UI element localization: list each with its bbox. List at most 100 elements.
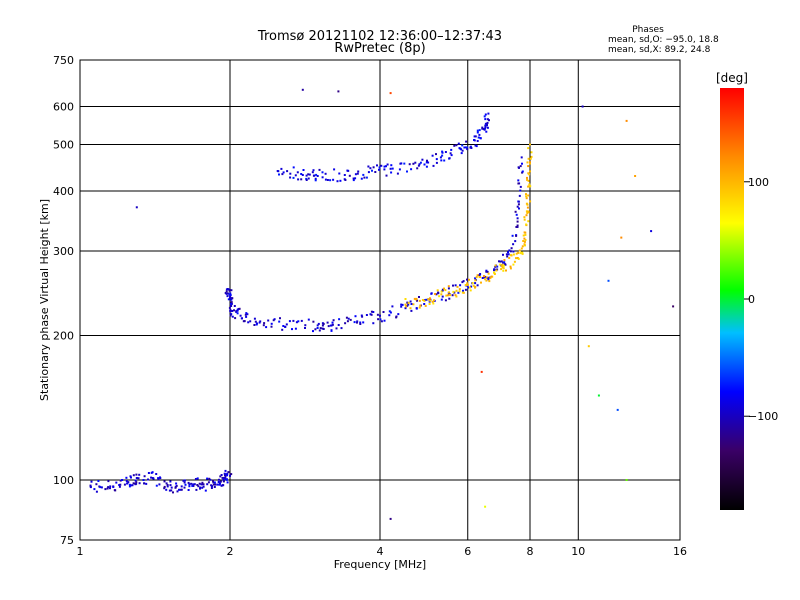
trace-point bbox=[324, 178, 327, 181]
trace-point bbox=[472, 284, 475, 287]
trace-point bbox=[314, 328, 317, 331]
trace-point bbox=[506, 255, 509, 258]
trace-point bbox=[487, 278, 490, 281]
trace-point bbox=[418, 299, 421, 302]
trace-point bbox=[135, 477, 138, 479]
trace-point bbox=[372, 166, 375, 169]
trace-point bbox=[408, 163, 411, 166]
trace-point bbox=[526, 176, 528, 179]
trace-point bbox=[480, 281, 482, 284]
trace-point bbox=[142, 479, 145, 481]
trace-point bbox=[447, 291, 450, 294]
trace-point bbox=[523, 237, 526, 240]
trace-point bbox=[502, 264, 505, 267]
trace-point bbox=[327, 325, 330, 328]
trace-point bbox=[166, 485, 169, 488]
trace-point bbox=[523, 218, 526, 221]
trace-point bbox=[521, 170, 524, 173]
trace-point bbox=[502, 253, 504, 256]
trace-point bbox=[157, 478, 160, 481]
trace-point bbox=[292, 176, 295, 179]
trace-point bbox=[517, 200, 520, 203]
trace-point bbox=[211, 485, 213, 488]
trace-point bbox=[321, 176, 324, 179]
trace-point bbox=[240, 317, 243, 320]
trace-point bbox=[509, 250, 512, 253]
trace-point bbox=[445, 294, 448, 297]
trace-point bbox=[226, 474, 229, 477]
trace-point bbox=[129, 475, 132, 478]
trace-point bbox=[326, 321, 329, 324]
trace-point bbox=[356, 172, 359, 175]
trace-point bbox=[409, 307, 412, 310]
trace-point bbox=[458, 288, 461, 291]
scatter-point bbox=[672, 305, 675, 308]
trace-point bbox=[294, 327, 297, 330]
y-tick-label: 600 bbox=[53, 101, 74, 114]
plot-frame bbox=[79, 59, 681, 541]
trace-point bbox=[336, 180, 339, 183]
trace-point bbox=[170, 489, 173, 492]
trace-point bbox=[486, 123, 488, 126]
trace-point bbox=[362, 321, 365, 324]
trace-point bbox=[253, 324, 256, 326]
trace-point bbox=[230, 473, 233, 476]
trace-point bbox=[183, 481, 186, 484]
trace-point bbox=[454, 284, 457, 287]
trace-point bbox=[159, 476, 161, 479]
trace-point bbox=[459, 147, 462, 150]
trace-point bbox=[353, 321, 356, 324]
trace-point bbox=[307, 173, 310, 176]
scatter-point bbox=[597, 394, 600, 397]
trace-point bbox=[114, 489, 117, 492]
trace-point bbox=[464, 288, 467, 291]
trace-point bbox=[444, 289, 447, 292]
trace-point bbox=[155, 484, 158, 487]
trace-point bbox=[208, 477, 211, 480]
trace-point bbox=[485, 269, 488, 272]
y-tick-label: 750 bbox=[53, 54, 74, 67]
trace-point bbox=[462, 289, 464, 292]
trace-point bbox=[135, 481, 138, 484]
trace-point bbox=[515, 252, 518, 255]
trace-point bbox=[371, 169, 373, 172]
trace-point bbox=[210, 487, 213, 489]
colorbar-tick-label: −100 bbox=[748, 410, 778, 423]
trace-point bbox=[513, 260, 516, 263]
trace-point bbox=[416, 167, 419, 170]
trace-point bbox=[383, 168, 386, 171]
trace-point bbox=[514, 210, 517, 213]
trace-point bbox=[520, 251, 523, 254]
colorbar-gradient bbox=[720, 88, 744, 510]
trace-point bbox=[426, 159, 428, 162]
trace-point bbox=[312, 320, 315, 323]
trace-point bbox=[170, 486, 173, 489]
trace-point bbox=[515, 213, 518, 216]
trace-point bbox=[319, 327, 322, 330]
trace-point bbox=[231, 315, 234, 318]
trace-point bbox=[501, 263, 504, 266]
trace-point bbox=[331, 323, 334, 326]
trace-point bbox=[455, 295, 458, 298]
trace-point bbox=[484, 127, 487, 130]
scatter-point bbox=[607, 279, 610, 282]
trace-point bbox=[525, 193, 527, 196]
trace-point bbox=[305, 179, 308, 181]
trace-point bbox=[168, 489, 171, 492]
trace-point bbox=[410, 309, 413, 312]
trace-point bbox=[448, 297, 451, 300]
trace-point bbox=[500, 265, 503, 268]
trace-point bbox=[332, 319, 335, 322]
trace-point bbox=[143, 482, 146, 485]
trace-point bbox=[121, 479, 124, 481]
trace-point bbox=[418, 296, 420, 298]
trace-point bbox=[296, 171, 299, 174]
trace-point bbox=[523, 231, 526, 234]
trace-point bbox=[138, 473, 141, 476]
trace-point bbox=[390, 164, 393, 167]
trace-point bbox=[440, 293, 443, 296]
trace-point bbox=[126, 482, 129, 485]
trace-point bbox=[378, 168, 380, 171]
trace-point bbox=[238, 307, 241, 310]
trace-point bbox=[477, 136, 480, 139]
